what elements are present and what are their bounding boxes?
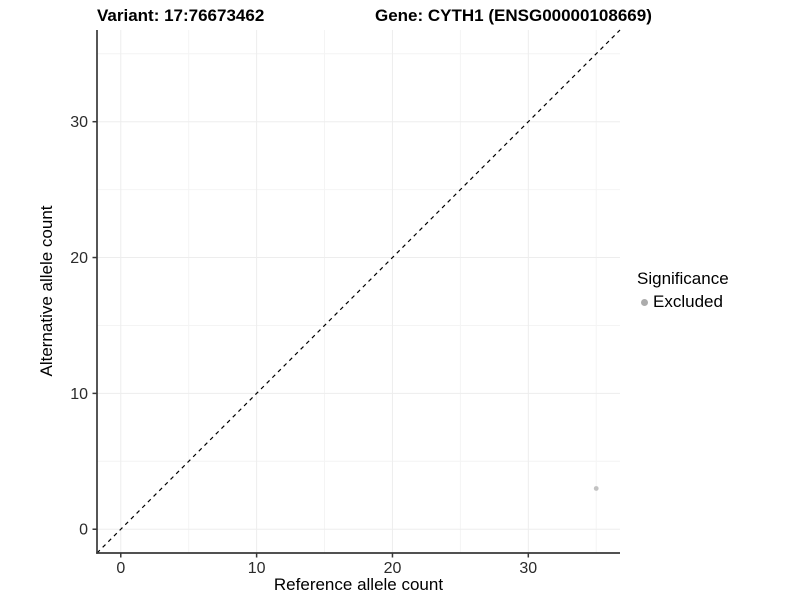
y-tick-label: 20 xyxy=(70,250,88,267)
identity-reference-line xyxy=(96,29,621,554)
y-tick-label: 10 xyxy=(70,386,88,403)
axis-ticks xyxy=(92,120,530,558)
variant-title: Variant: 17:76673462 xyxy=(97,6,265,25)
x-tick-label: 30 xyxy=(519,560,537,577)
x-tick-label: 0 xyxy=(116,560,125,577)
data-points xyxy=(593,486,599,491)
y-axis-title: Alternative allele count xyxy=(37,205,56,377)
y-tick-label: 0 xyxy=(79,522,88,539)
y-tick-label: 30 xyxy=(70,114,88,131)
gridlines-minor xyxy=(97,30,620,553)
legend-title: Significance xyxy=(637,269,729,288)
x-tick-label: 20 xyxy=(384,560,402,577)
x-tick-label: 10 xyxy=(248,560,266,577)
gridlines-major xyxy=(97,30,620,553)
data-point xyxy=(593,486,599,491)
gene-title: Gene: CYTH1 (ENSG00000108669) xyxy=(375,6,652,25)
legend-item-excluded: Excluded xyxy=(637,292,729,312)
legend-key-dot-icon xyxy=(641,298,648,306)
legend: Significance Excluded xyxy=(637,269,729,312)
legend-item-label: Excluded xyxy=(653,292,723,311)
x-axis-title: Reference allele count xyxy=(273,575,444,594)
axis-tick-labels: 0 10 20 30 0 10 20 30 xyxy=(70,114,537,577)
